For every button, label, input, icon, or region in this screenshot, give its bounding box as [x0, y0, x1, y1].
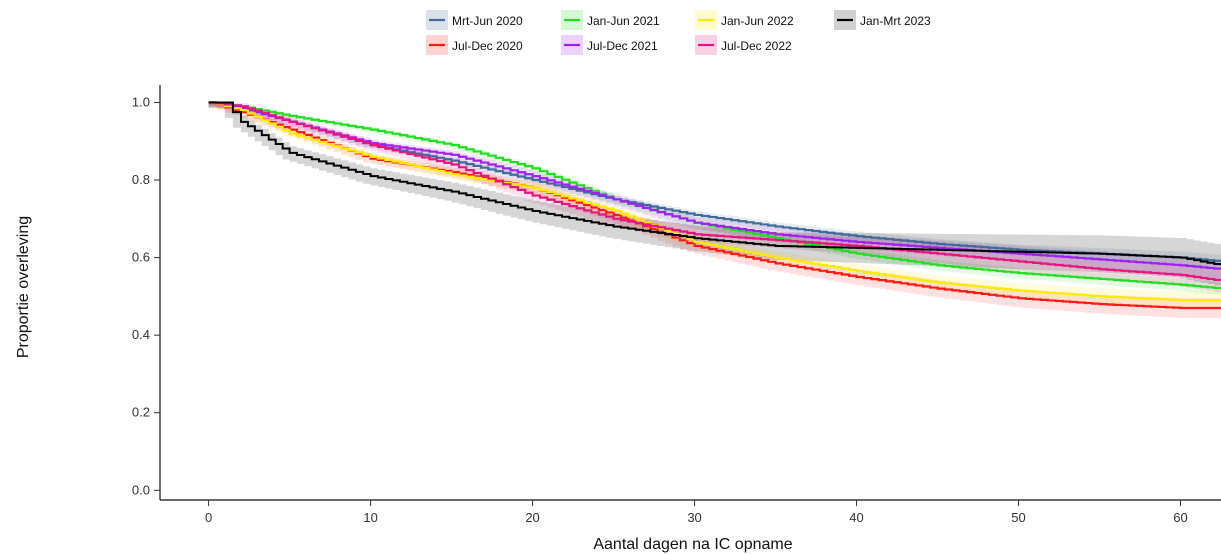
legend-item-jan-jun-2021: Jan-Jun 2021	[561, 10, 660, 30]
x-axis-title: Aantal dagen na IC opname	[593, 536, 792, 553]
x-tick-label-10: 10	[363, 510, 377, 525]
series-line-jan-jun-2022	[208, 101, 1221, 302]
legend-item-jul-dec-2020: Jul-Dec 2020	[426, 35, 523, 55]
survival-curves	[208, 101, 1221, 310]
x-tick-label-40: 40	[849, 510, 863, 525]
legend-label-jan-jun-2022: Jan-Jun 2022	[721, 14, 794, 28]
x-tick-label-50: 50	[1011, 510, 1025, 525]
confidence-bands	[208, 102, 1221, 319]
legend-label-jul-dec-2021: Jul-Dec 2021	[587, 39, 658, 53]
legend-item-jan-jun-2022: Jan-Jun 2022	[695, 10, 794, 30]
legend-item-jul-dec-2021: Jul-Dec 2021	[561, 35, 658, 55]
x-tick-label-60: 60	[1173, 510, 1187, 525]
y-tick-label-1-0: 1.0	[132, 94, 150, 109]
legend-label-jan-jun-2021: Jan-Jun 2021	[587, 14, 660, 28]
x-tick-label-20: 20	[525, 510, 539, 525]
x-tick-label-0: 0	[205, 510, 212, 525]
legend-item-jul-dec-2022: Jul-Dec 2022	[695, 35, 792, 55]
y-tick-label-0-8: 0.8	[132, 172, 150, 187]
x-tick-label-30: 30	[687, 510, 701, 525]
legend-label-mrt-jun-2020: Mrt-Jun 2020	[452, 14, 523, 28]
band-jul-dec-2022	[208, 102, 1221, 292]
legend-item-mrt-jun-2020: Mrt-Jun 2020	[426, 10, 523, 30]
axes: 0.0 0.2 0.4 0.6 0.8 1.0 0 10 20 30 40 50 60	[132, 85, 1221, 525]
series-line-jul-dec-2022	[208, 101, 1221, 281]
y-axis-title: Proportie overleving	[15, 216, 32, 358]
legend-item-jan-mrt-2023: Jan-Mrt 2023	[834, 10, 931, 30]
y-tick-label-0-2: 0.2	[132, 405, 150, 420]
series-line-jan-mrt-2023	[208, 101, 1221, 266]
y-tick-label-0-0: 0.0	[132, 482, 150, 497]
band-jan-mrt-2023	[208, 102, 1221, 286]
legend-label-jul-dec-2022: Jul-Dec 2022	[721, 39, 792, 53]
y-tick-label-0-6: 0.6	[132, 250, 150, 265]
legend-label-jan-mrt-2023: Jan-Mrt 2023	[860, 14, 931, 28]
legend-label-jul-dec-2020: Jul-Dec 2020	[452, 39, 523, 53]
band-mrt-jun-2020	[208, 102, 1221, 268]
y-tick-label-0-4: 0.4	[132, 327, 150, 342]
legend: Mrt-Jun 2020 Jan-Jun 2021 Jan-Jun 2022 Jan-…	[426, 10, 931, 55]
band-jan-jun-2021	[208, 102, 1221, 295]
